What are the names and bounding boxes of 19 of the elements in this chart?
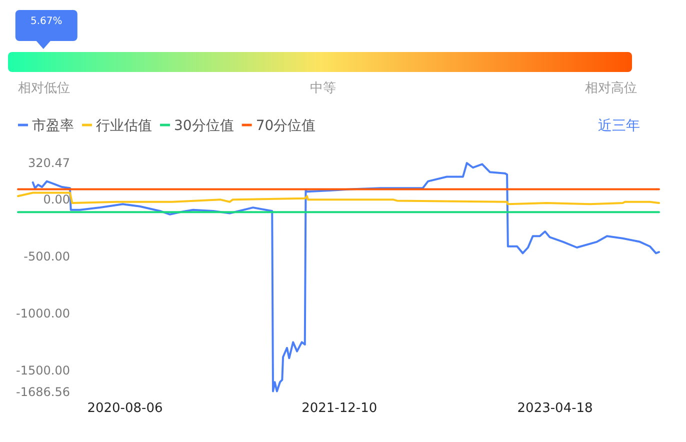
text: 相对高位 [585,80,637,96]
y-tick-label: -1000.00 [16,306,70,321]
data-label: 5.67% [30,16,62,27]
y-tick-label: 0.00 [43,192,70,207]
legend-label: 市盈率 [32,118,74,134]
x-tick-label: 2020-08-06 [87,401,163,416]
x-tick-label: 2021-12-10 [302,401,378,416]
x-tick-label: 2023-04-18 [517,401,593,416]
legend-label: 30分位值 [174,118,234,134]
legend-label: 行业估值 [96,118,152,134]
line-series [17,192,660,206]
y-tick-label: -1500.00 [16,364,70,378]
y-tick-label: 320.47 [28,156,70,170]
text: 相对低位 [18,81,70,96]
y-tick-label: -500.00 [24,250,70,264]
y-tick-label: -1686.56 [16,385,70,399]
text: 中等 [310,81,336,96]
text: 近三年 [598,118,640,134]
legend-label: 70分位值 [256,118,316,134]
